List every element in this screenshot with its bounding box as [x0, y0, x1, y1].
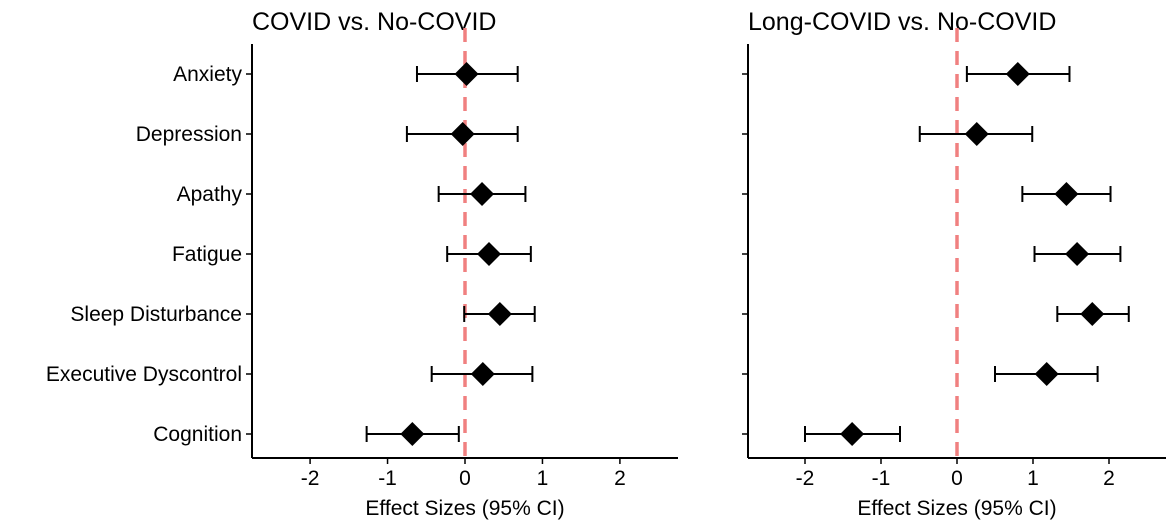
- estimate-diamond-marker: [477, 242, 502, 266]
- estimate-diamond-marker: [1080, 302, 1105, 326]
- category-label: Cognition: [153, 423, 242, 446]
- x-axis-title: Effect Sizes (95% CI): [365, 497, 564, 520]
- category-label: Fatigue: [172, 243, 242, 266]
- estimate-diamond-marker: [964, 122, 989, 146]
- category-label: Anxiety: [173, 63, 242, 86]
- estimate-diamond-marker: [840, 422, 865, 446]
- x-tick-label: 1: [537, 467, 549, 490]
- estimate-diamond-marker: [1065, 242, 1090, 266]
- x-tick-label: -1: [378, 467, 397, 490]
- x-tick-label: -2: [301, 467, 320, 490]
- estimate-diamond-marker: [400, 422, 425, 446]
- estimate-diamond-marker: [1005, 62, 1030, 86]
- estimate-diamond-marker: [1034, 362, 1059, 386]
- x-tick-label: 0: [459, 467, 471, 490]
- category-label: Executive Dyscontrol: [46, 363, 242, 386]
- estimate-diamond-marker: [470, 362, 495, 386]
- x-tick-label: 1: [1027, 467, 1039, 490]
- estimate-diamond-marker: [1054, 182, 1079, 206]
- panel-title: COVID vs. No-COVID: [252, 8, 496, 36]
- estimate-diamond-marker: [454, 62, 479, 86]
- estimate-diamond-marker: [487, 302, 512, 326]
- panel-2: Long-COVID vs. No-COVID -2 -1 0 1 2 Effect Siz…: [742, 8, 1166, 520]
- estimate-diamond-marker: [470, 182, 495, 206]
- x-axis-title: Effect Sizes (95% CI): [857, 497, 1056, 520]
- category-label: Depression: [136, 123, 242, 146]
- estimate-diamond-marker: [450, 122, 475, 146]
- x-tick-label: -2: [796, 467, 815, 490]
- panel-title: Long-COVID vs. No-COVID: [748, 8, 1056, 36]
- category-label: Apathy: [177, 183, 243, 206]
- x-tick-label: 2: [1103, 467, 1115, 490]
- x-tick-label: 0: [951, 467, 963, 490]
- x-tick-label: -1: [872, 467, 891, 490]
- x-tick-label: 2: [614, 467, 626, 490]
- category-label: Sleep Disturbance: [70, 303, 242, 326]
- panel-1: COVID vs. No-COVID Anxiety Depression Apath…: [46, 8, 678, 520]
